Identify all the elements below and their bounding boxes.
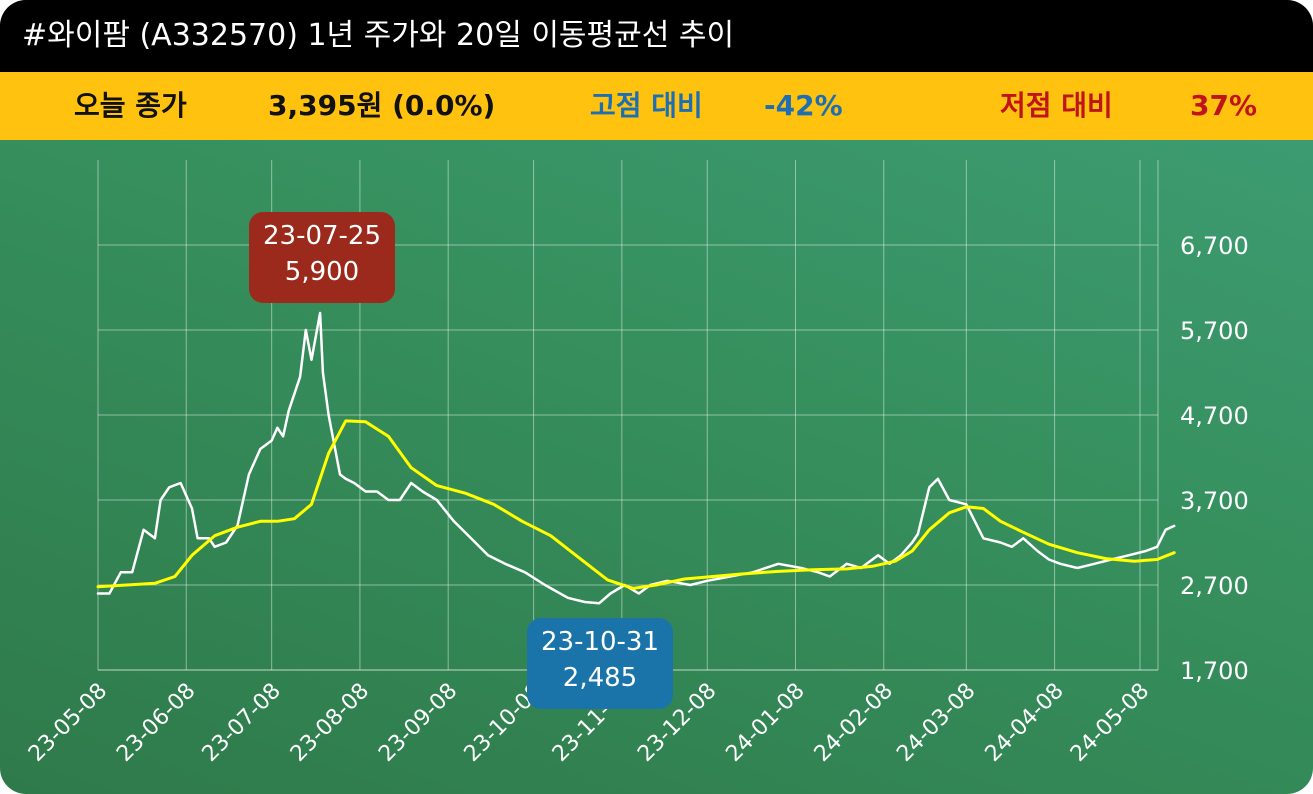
high-annotation-date: 23-07-25	[262, 221, 381, 251]
x-tick-label: 24-04-08	[981, 679, 1069, 767]
y-tick-label: 6,700	[1180, 232, 1249, 260]
vs-low-label: 저점 대비	[1000, 89, 1113, 122]
x-tick-label: 24-02-08	[810, 679, 898, 767]
summary-bar: 오늘 종가 3,395원 (0.0%) 고점 대비 -42% 저점 대비 37%	[0, 72, 1313, 140]
x-tick-label: 24-01-08	[721, 679, 809, 767]
x-tick-label: 23-08-08	[286, 679, 374, 767]
y-tick-label: 3,700	[1180, 487, 1249, 515]
x-tick-label: 24-03-08	[892, 679, 980, 767]
low-annotation-date: 23-10-31	[540, 627, 659, 657]
vs-high-value: -42%	[764, 89, 843, 122]
vs-low-value: 37%	[1190, 89, 1258, 122]
chart-title: #와이팜 (A332570) 1년 주가와 20일 이동평균선 추이	[22, 18, 735, 53]
x-tick-label: 23-05-08	[24, 679, 112, 767]
y-tick-label: 2,700	[1180, 572, 1249, 600]
high-annotation: 23-07-25 5,900	[249, 212, 395, 303]
x-tick-label: 23-06-08	[112, 679, 200, 767]
title-bar: #와이팜 (A332570) 1년 주가와 20일 이동평균선 추이	[0, 0, 1313, 72]
y-tick-label: 4,700	[1180, 402, 1249, 430]
close-price-value: 3,395원 (0.0%)	[268, 89, 496, 122]
close-price-label: 오늘 종가	[74, 89, 187, 122]
moving-average-line	[96, 419, 1176, 590]
price-line	[96, 311, 1176, 605]
vs-high-label: 고점 대비	[590, 89, 703, 122]
x-tick-label: 23-09-08	[374, 679, 462, 767]
low-annotation-value: 2,485	[562, 663, 638, 693]
x-tick-label: 24-05-08	[1066, 679, 1154, 767]
y-tick-label: 5,700	[1180, 317, 1249, 345]
low-annotation: 23-10-31 2,485	[527, 618, 673, 709]
high-annotation-value: 5,900	[284, 257, 360, 287]
x-tick-label: 23-07-08	[198, 679, 286, 767]
series-lines	[96, 311, 1176, 605]
y-axis-labels: 1,700 2,700 3,700 4,700 5,700 6,700	[1180, 232, 1249, 685]
y-tick-label: 1,700	[1180, 657, 1249, 685]
